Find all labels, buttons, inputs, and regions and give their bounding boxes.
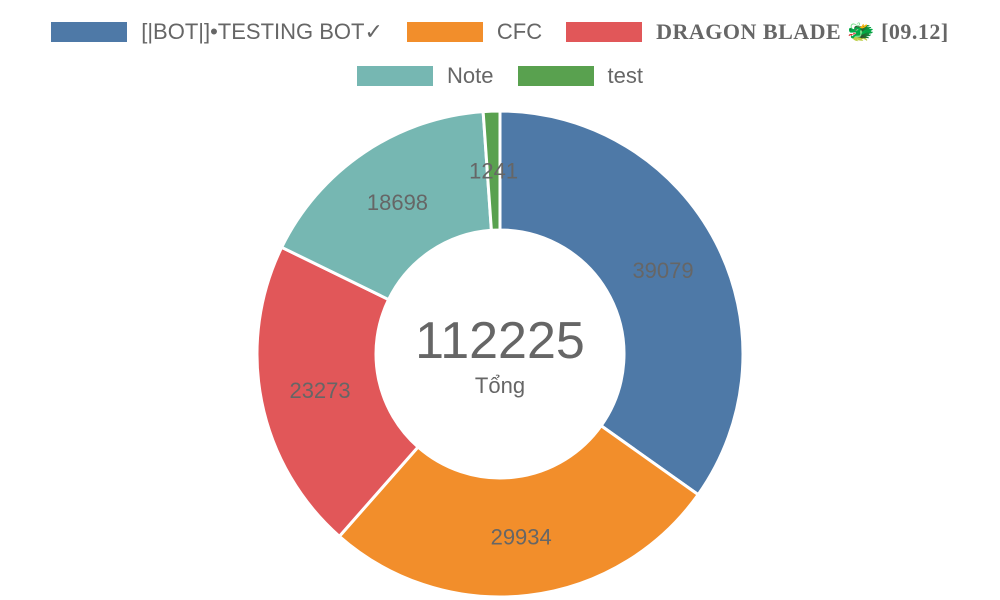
doughnut-slices xyxy=(255,109,745,599)
center-total-value: 112225 xyxy=(415,312,585,370)
legend-row-1: [|BOT|]•TESTING BOT✓ CFC DRAGON BLADE 🐲 … xyxy=(0,17,1000,47)
doughnut-slice-test[interactable] xyxy=(481,109,502,232)
legend-row-2: Note test xyxy=(0,61,1000,91)
legend-swatch-cfc xyxy=(406,22,483,42)
doughnut-slice-dragon-blade[interactable] xyxy=(255,245,421,539)
slice-value-label-note: 18698 xyxy=(367,190,428,215)
doughnut-slice-cfc[interactable] xyxy=(337,423,701,599)
slice-value-label-dragon-blade: 23273 xyxy=(289,378,350,403)
legend-label-cfc: CFC xyxy=(496,19,543,44)
legend-item-note[interactable]: Note xyxy=(357,63,494,89)
slice-value-label-testing-bot: 39079 xyxy=(632,258,693,283)
slice-value-label-test: 1241 xyxy=(469,159,518,184)
doughnut-slice-note[interactable] xyxy=(279,109,493,302)
legend-item-cfc[interactable]: CFC xyxy=(406,19,543,45)
doughnut-slice-labels: 39079 29934 23273 18698 1241 xyxy=(289,159,693,550)
doughnut-slice-testing-bot[interactable] xyxy=(498,109,745,497)
slice-value-label-cfc: 29934 xyxy=(491,524,552,549)
center-total-caption: Tổng xyxy=(475,373,525,398)
legend-swatch-test xyxy=(517,66,594,86)
legend-item-testing-bot[interactable]: [|BOT|]•TESTING BOT✓ xyxy=(51,19,383,45)
legend-item-test[interactable]: test xyxy=(517,63,643,89)
legend-label-note: Note xyxy=(447,63,494,88)
legend-label-testing-bot: [|BOT|]•TESTING BOT✓ xyxy=(141,19,383,44)
legend-label-test: test xyxy=(607,63,643,88)
legend-label-dragon-blade: DRAGON BLADE 🐲 [09.12] xyxy=(656,19,949,44)
legend-swatch-dragon-blade xyxy=(566,22,643,42)
legend-swatch-note xyxy=(357,66,434,86)
legend-swatch-testing-bot xyxy=(51,22,128,42)
legend-item-dragon-blade[interactable]: DRAGON BLADE 🐲 [09.12] xyxy=(566,19,949,45)
